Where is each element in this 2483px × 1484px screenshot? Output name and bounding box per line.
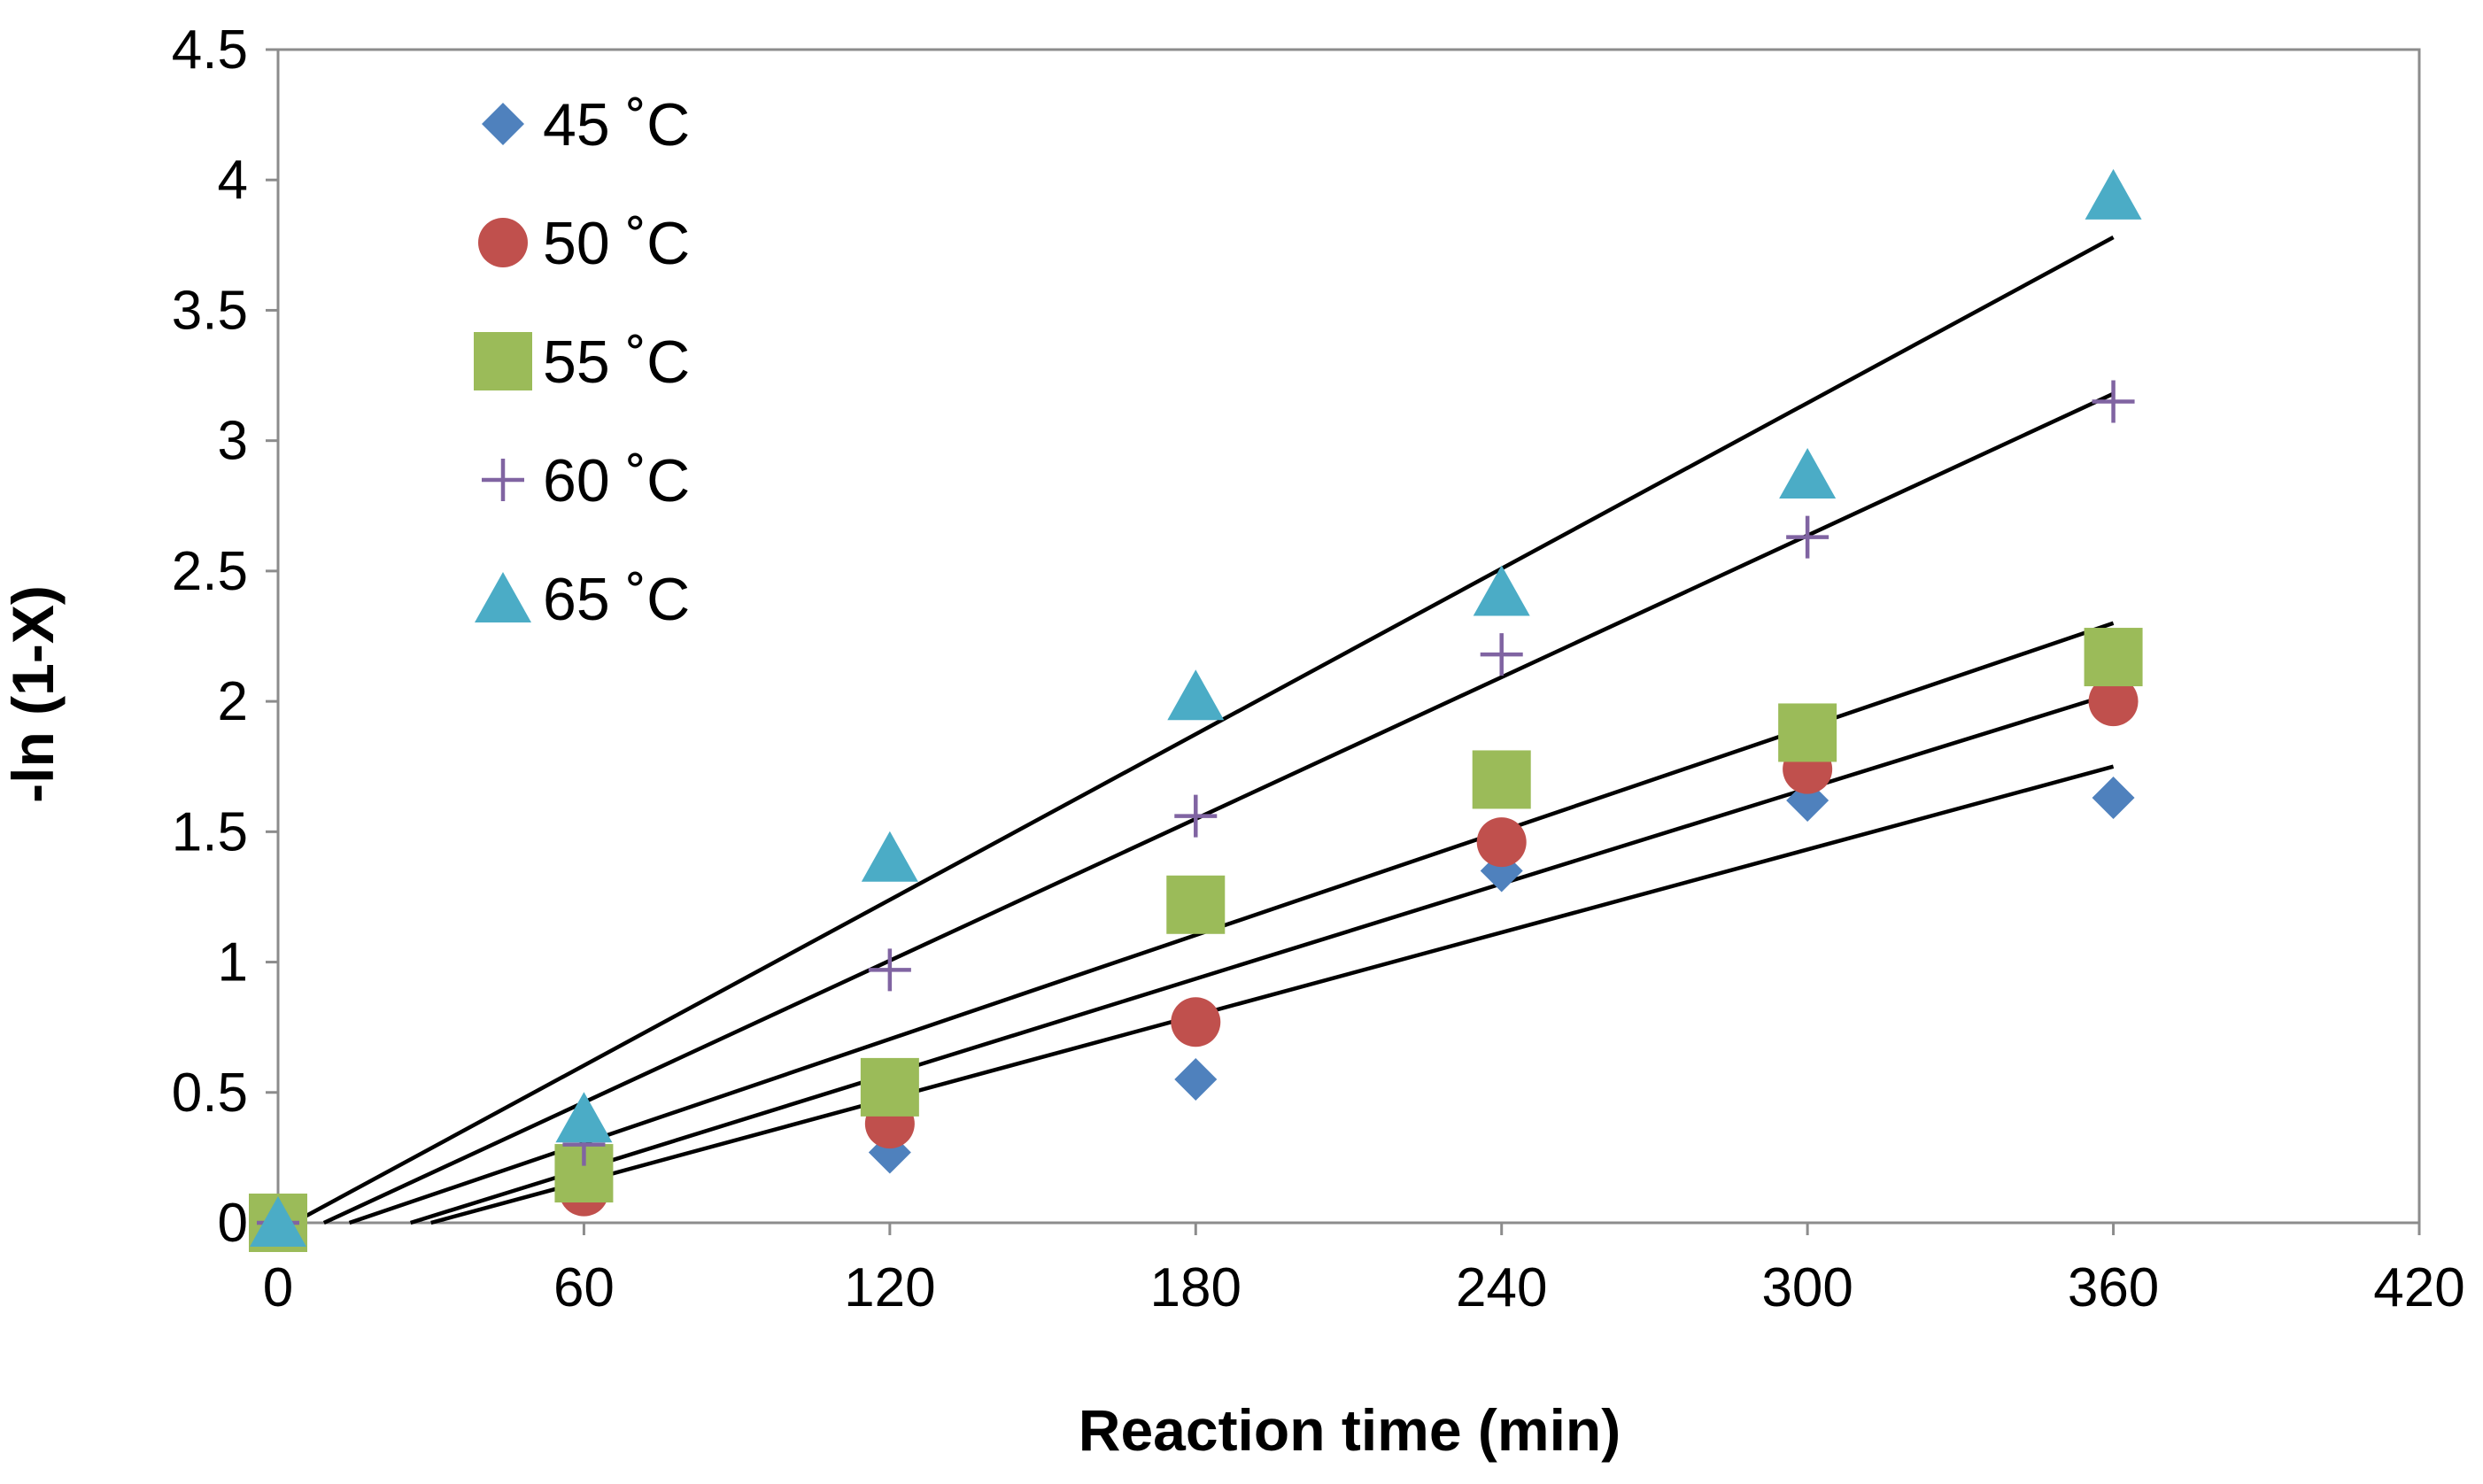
legend-label: 60 ˚C [543, 447, 690, 514]
data-point [2092, 777, 2135, 820]
y-tick-label: 4.5 [172, 19, 248, 81]
y-tick-label: 1 [218, 932, 248, 993]
plot-area-frame [276, 48, 2421, 1225]
data-point [861, 831, 918, 882]
y-tick-label: 1.5 [172, 801, 248, 862]
legend-marker [474, 332, 532, 390]
data-point [1167, 669, 1225, 721]
legend-marker [475, 572, 531, 622]
data-point [1174, 794, 1218, 838]
legend-marker [478, 218, 528, 267]
y-tick-label: 2.5 [172, 541, 248, 602]
x-tick-label: 0 [263, 1257, 293, 1318]
data-markers-layer [249, 168, 2143, 1252]
x-tick-label: 420 [2373, 1257, 2464, 1318]
y-tick-label: 4 [218, 150, 248, 211]
data-point [1472, 750, 1531, 809]
x-tick-label: 120 [844, 1257, 935, 1318]
legend-marker [482, 459, 524, 501]
data-point [1473, 565, 1530, 616]
legend: 45 ˚C 50 ˚C 55 ˚C 60 ˚C 65 ˚C [474, 91, 690, 633]
data-point [1786, 515, 1829, 559]
y-tick-label: 3.5 [172, 280, 248, 341]
data-point [1778, 703, 1837, 762]
data-point [2084, 628, 2143, 687]
data-point [2088, 676, 2139, 727]
data-point [1174, 1058, 1218, 1101]
legend-marker [482, 103, 524, 145]
x-axis-title: Reaction time (min) [1079, 1397, 1621, 1463]
data-point [2085, 168, 2142, 220]
data-point [250, 1196, 306, 1247]
trendline [430, 764, 2115, 1225]
data-point [2092, 380, 2135, 423]
axes-layer: 0 0.5 1 1.5 2 2.5 3 3.5 4 4.5 0 60 120 180 240 300 360 42… [172, 19, 2465, 1318]
y-tick-label: 2 [218, 671, 248, 732]
trendline [322, 391, 2115, 1225]
legend-label: 65 ˚C [543, 566, 690, 633]
x-tick-label: 300 [1761, 1257, 1853, 1318]
legend-label: 55 ˚C [543, 328, 690, 396]
x-tick-label: 60 [553, 1257, 615, 1318]
x-tick-label: 240 [1456, 1257, 1547, 1318]
trendline [292, 236, 2115, 1225]
data-point [1480, 633, 1523, 676]
legend-label: 50 ˚C [543, 210, 690, 277]
data-point [1171, 997, 1221, 1047]
data-point [868, 948, 911, 992]
y-tick-label: 3 [218, 411, 248, 472]
x-tick-label: 360 [2068, 1257, 2159, 1318]
y-tick-label: 0.5 [172, 1063, 248, 1124]
y-axis-title: -ln (1-X) [0, 585, 66, 803]
trendline [410, 692, 2115, 1225]
data-point [860, 1057, 919, 1117]
data-point [1476, 817, 1527, 868]
data-point [1166, 875, 1226, 934]
legend-label: 45 ˚C [543, 91, 690, 158]
y-tick-label: 0 [218, 1193, 248, 1254]
data-point [555, 1092, 613, 1143]
x-tick-label: 180 [1150, 1257, 1242, 1318]
data-point [1779, 447, 1837, 499]
